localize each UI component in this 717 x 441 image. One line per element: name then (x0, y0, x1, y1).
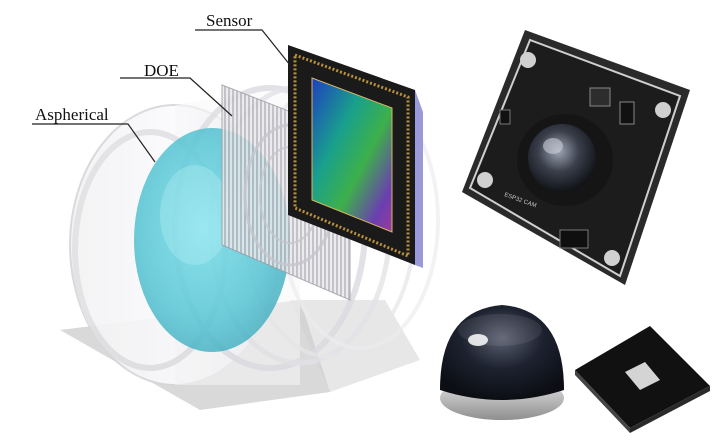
doe-label: DOE (144, 61, 179, 80)
camera-module: ESP32 CAM (462, 30, 690, 285)
dome-lens (440, 305, 564, 420)
sensor-leader-line (195, 29, 291, 66)
aspherical-label: Aspherical (35, 105, 109, 124)
leader-lines (32, 29, 291, 163)
sensor-label: Sensor (206, 11, 253, 30)
image-sensor (288, 45, 423, 268)
aspherical-leader-line (32, 123, 156, 163)
doe-leader-line (120, 77, 233, 117)
flat-chip (575, 326, 710, 433)
